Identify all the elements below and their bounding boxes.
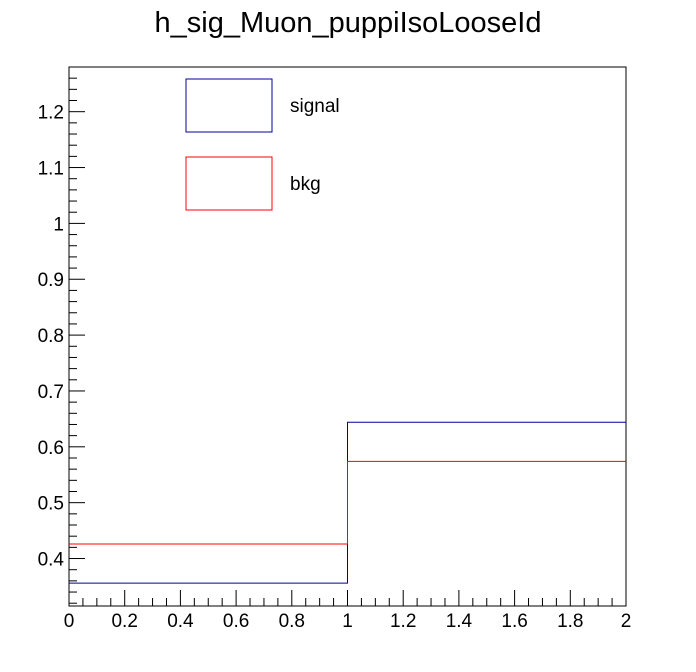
y-tick-label: 1 xyxy=(53,214,64,235)
y-tick-label: 1.2 xyxy=(38,103,64,124)
y-tick-label: 0.6 xyxy=(38,438,64,459)
chart-title: h_sig_Muon_puppiIsoLooseId xyxy=(155,7,542,39)
y-tick-label: 0.8 xyxy=(38,326,64,347)
y-tick-label: 0.4 xyxy=(38,550,65,571)
legend-swatch-signal xyxy=(185,78,273,133)
x-tick-label: 1.2 xyxy=(390,611,416,632)
x-tick-label: 0.2 xyxy=(111,611,137,632)
x-tick-label: 2 xyxy=(621,611,632,632)
x-tick-label: 0.8 xyxy=(279,611,305,632)
x-tick-label: 0.4 xyxy=(167,611,194,632)
y-tick-label: 0.7 xyxy=(38,382,64,403)
x-tick-label: 0 xyxy=(64,611,75,632)
legend-label-signal: signal xyxy=(290,96,340,117)
x-tick-label: 1 xyxy=(342,611,353,632)
axis-layer: 0 0.2 0.4 0.6 0.8 1 1.2 1.4 1.6 1.8 2 0.4 0.5 0.6 0.7 0… xyxy=(38,66,632,632)
y-tick-label: 0.9 xyxy=(38,270,64,291)
legend-swatch-bkg xyxy=(185,156,273,211)
x-tick-label: 1.8 xyxy=(557,611,583,632)
legend-label-bkg: bkg xyxy=(290,174,321,195)
x-tick-label: 0.6 xyxy=(223,611,249,632)
legend: signal bkg xyxy=(185,78,340,211)
series-layer xyxy=(69,421,626,584)
y-tick-label: 1.1 xyxy=(38,159,64,180)
y-tick-label: 0.5 xyxy=(38,494,64,515)
x-tick-label: 1.4 xyxy=(446,611,473,632)
x-tick-label: 1.6 xyxy=(501,611,527,632)
series-line-bkg xyxy=(69,460,626,545)
